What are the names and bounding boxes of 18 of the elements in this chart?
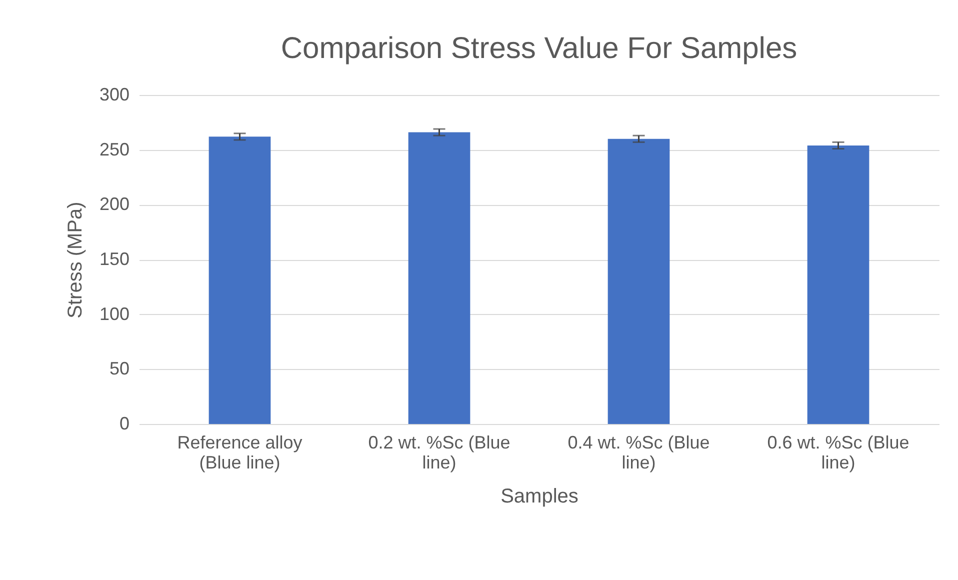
y-tick-label: 100 [99, 304, 130, 324]
y-tick-label: 300 [99, 84, 130, 104]
x-axis-title: Samples [500, 486, 578, 508]
x-tick-label: 0.4 wt. %Sc (Blue line) [568, 432, 710, 472]
y-tick-label: 0 [119, 414, 130, 434]
chart-title: Comparison Stress Value For Samples [280, 32, 798, 65]
y-tick-label: 200 [99, 194, 130, 214]
y-axis-title: Stress (MPa) [64, 202, 86, 318]
y-tick-label: 250 [99, 139, 130, 160]
y-tick-label: 150 [99, 249, 130, 269]
x-tick-label: Reference alloy (Blue line) [177, 432, 302, 472]
bar [608, 138, 670, 424]
x-tick-label: 0.2 wt. %Sc (Blue line) [368, 432, 510, 472]
bar [807, 145, 870, 424]
x-tick-label: 0.6 wt. %Sc (Blue line) [767, 432, 910, 472]
y-tick-label: 50 [109, 358, 130, 379]
bar [408, 132, 470, 424]
bar [208, 136, 271, 424]
